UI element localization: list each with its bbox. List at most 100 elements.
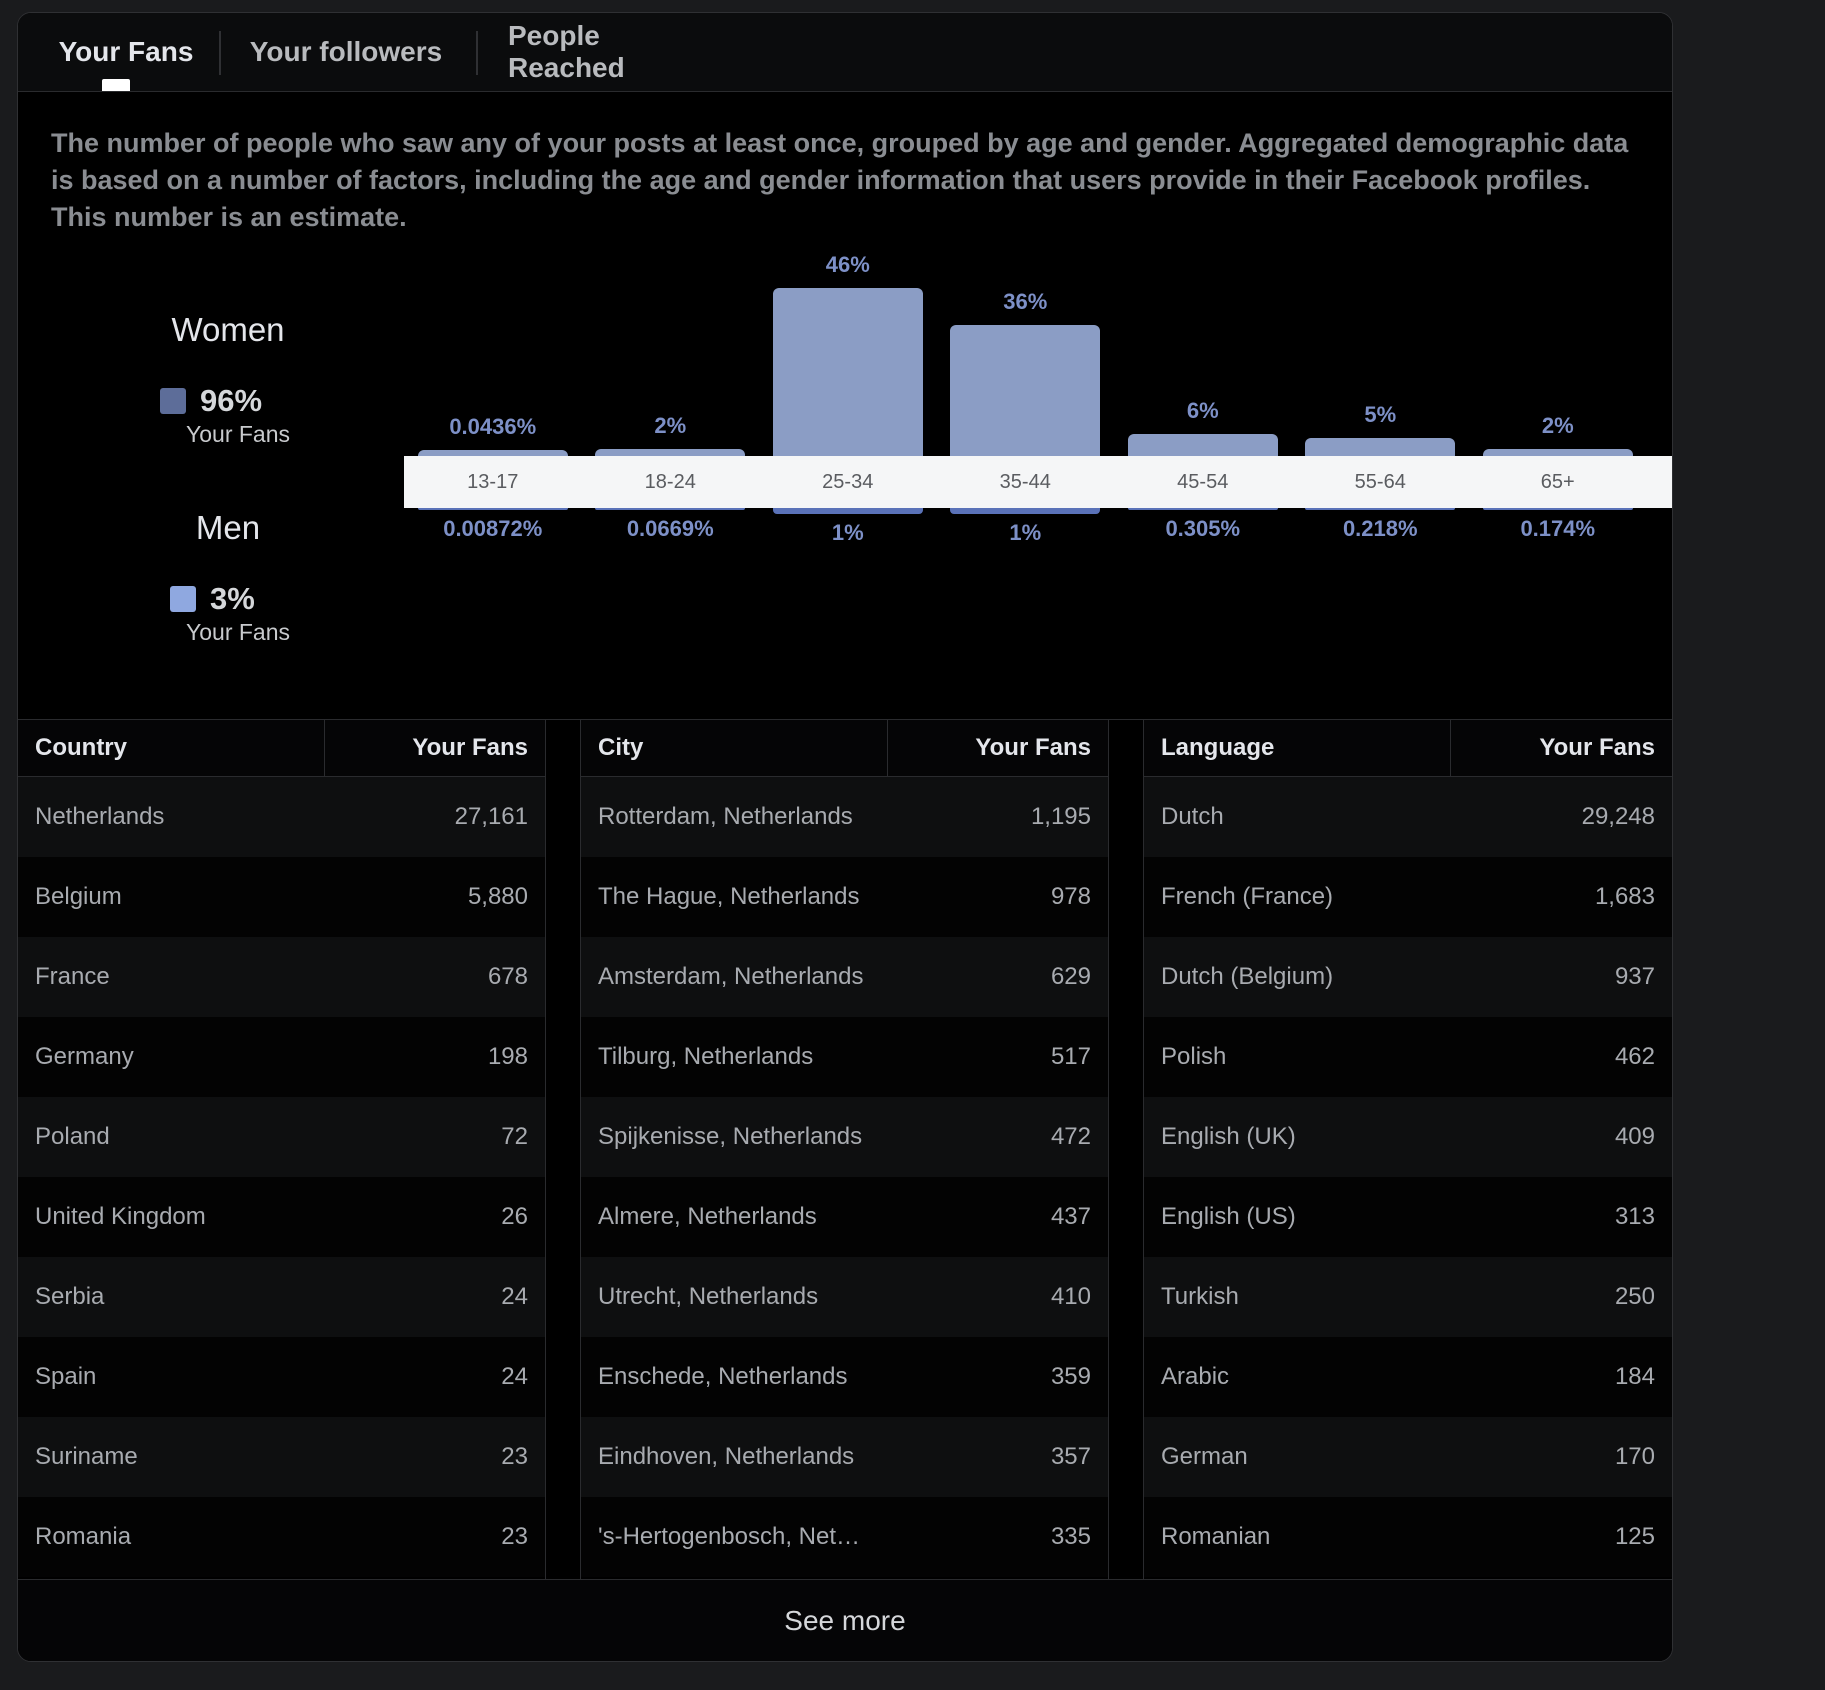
age-tick-label: 35-44 [999, 470, 1051, 493]
age-tick-label: 18-24 [644, 470, 696, 493]
table-row: French (France) 1,683 [1144, 857, 1672, 937]
city-name: Almere, Netherlands [598, 1203, 817, 1230]
tab-people-reached[interactable]: People Reached [508, 20, 625, 83]
fan-count: 24 [501, 1283, 528, 1310]
city-name: Utrecht, Netherlands [598, 1283, 819, 1310]
men-data-label: 1% [1009, 520, 1042, 545]
breakdown-tables: Country Your Fans Netherlands 27,161 Belgium… [18, 719, 1672, 1580]
table-row: Arabic 184 [1144, 1337, 1672, 1417]
men-bar[interactable] [772, 508, 923, 514]
table-gutter-line [545, 720, 546, 1580]
language-name: French (France) [1161, 883, 1334, 910]
country-name: Belgium [35, 883, 122, 910]
women-data-label: 0.0436% [449, 414, 537, 439]
men-bar[interactable] [1305, 508, 1456, 510]
legend-men-swatch [170, 586, 196, 612]
fan-count: 125 [1614, 1523, 1655, 1550]
table-row: Poland 72 [18, 1097, 545, 1177]
table-row: United Kingdom 26 [18, 1177, 545, 1257]
legend-women-pct: 96% [200, 383, 263, 418]
legend-women-swatch [160, 388, 186, 414]
your-fans-column-header[interactable]: Your Fans [1539, 734, 1655, 761]
men-bar[interactable] [595, 508, 746, 510]
country-name: Spain [35, 1363, 97, 1390]
fan-count: 184 [1614, 1363, 1655, 1390]
women-data-label: 2% [654, 412, 687, 438]
language-table: Language Your Fans Dutch 29,248 French (Fran… [1144, 720, 1672, 1580]
men-bar[interactable] [417, 508, 568, 510]
city-name: Tilburg, Netherlands [598, 1043, 814, 1070]
table-row: Suriname 23 [18, 1417, 545, 1497]
men-data-label: 0.174% [1520, 516, 1596, 541]
country-name: Germany [35, 1043, 134, 1070]
table-row: Polish 462 [1144, 1017, 1672, 1097]
table-row: Germany 198 [18, 1017, 545, 1097]
men-data-label: 0.218% [1342, 516, 1418, 541]
header-divider [887, 720, 888, 776]
legend-women-sub: Your Fans [186, 421, 290, 447]
fan-count: 472 [1050, 1123, 1091, 1150]
table-row: English (US) 313 [1144, 1177, 1672, 1257]
men-data-label: 1% [831, 520, 864, 545]
fan-count: 335 [1050, 1523, 1091, 1550]
fan-count: 359 [1050, 1363, 1091, 1390]
women-bar[interactable] [772, 288, 923, 456]
language-column-header[interactable]: Language [1161, 734, 1275, 761]
table-row: Netherlands 27,161 [18, 777, 545, 857]
fan-count: 313 [1614, 1203, 1655, 1230]
demographics-panel: Your Fans Your followers People Reached … [17, 12, 1673, 1662]
fan-count: 462 [1614, 1043, 1655, 1070]
women-data-label: 36% [1003, 288, 1048, 314]
your-fans-column-header[interactable]: Your Fans [975, 734, 1091, 761]
women-bar[interactable] [1305, 437, 1456, 456]
men-data-label: 0.0669% [626, 516, 714, 541]
table-row: France 678 [18, 937, 545, 1017]
table-row: 's-Hertogenbosch, Net… 335 [581, 1497, 1108, 1577]
city-column-header[interactable]: City [598, 734, 644, 761]
women-data-label: 2% [1541, 412, 1574, 438]
men-bar[interactable] [1127, 508, 1278, 510]
table-row: The Hague, Netherlands 978 [581, 857, 1108, 937]
men-bar[interactable] [950, 508, 1101, 514]
language-name: English (US) [1161, 1203, 1296, 1230]
table-row: Spijkenisse, Netherlands 472 [581, 1097, 1108, 1177]
country-column-header[interactable]: Country [35, 734, 127, 761]
table-row: Belgium 5,880 [18, 857, 545, 937]
fan-count: 1,683 [1594, 883, 1655, 910]
tab-your-followers[interactable]: Your followers [249, 36, 443, 67]
see-more-button[interactable]: See more [18, 1579, 1672, 1661]
women-bar[interactable] [1127, 434, 1278, 456]
country-name: Netherlands [35, 803, 165, 830]
fan-count: 23 [501, 1523, 528, 1550]
legend-men-value: 3% [170, 581, 255, 617]
fan-count: 23 [501, 1443, 528, 1470]
age-tick-label: 25-34 [822, 470, 874, 493]
table-row: Romania 23 [18, 1497, 545, 1577]
fan-count: 29,248 [1581, 803, 1655, 830]
fan-count: 72 [501, 1123, 528, 1150]
language-name: Dutch (Belgium) [1161, 963, 1334, 990]
table-row: Dutch 29,248 [1144, 777, 1672, 857]
women-bar[interactable] [595, 448, 746, 456]
country-name: Serbia [35, 1283, 105, 1310]
country-name: United Kingdom [35, 1203, 206, 1230]
age-gender-bar-chart: 13-17 0.0436% 0.00872% 18-24 2% 0.0669% 25-34 4… [404, 243, 1672, 583]
women-bar[interactable] [950, 324, 1101, 456]
your-fans-column-header[interactable]: Your Fans [412, 734, 528, 761]
fan-count: 937 [1614, 963, 1655, 990]
tab-bar: Your Fans Your followers People Reached [18, 13, 1672, 92]
table-row: Eindhoven, Netherlands 357 [581, 1417, 1108, 1497]
women-data-label: 46% [825, 252, 870, 277]
women-bar[interactable] [1482, 448, 1633, 456]
tab-your-fans[interactable]: Your Fans [58, 36, 194, 67]
legend-women-value: 96% [160, 383, 262, 419]
men-data-label: 0.305% [1165, 516, 1241, 541]
fan-count: 357 [1050, 1443, 1091, 1470]
fan-count: 517 [1050, 1043, 1091, 1070]
language-name: Arabic [1161, 1363, 1230, 1390]
women-bar[interactable] [417, 450, 568, 456]
table-row: Serbia 24 [18, 1257, 545, 1337]
table-row: Tilburg, Netherlands 517 [581, 1017, 1108, 1097]
city-name: The Hague, Netherlands [598, 883, 860, 910]
men-bar[interactable] [1482, 508, 1633, 510]
